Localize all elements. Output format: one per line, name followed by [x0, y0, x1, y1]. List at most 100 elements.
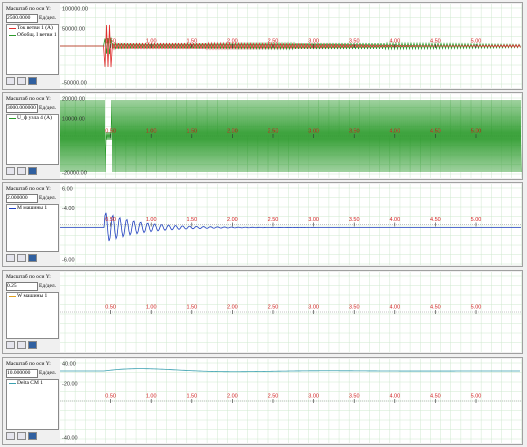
time-label: 3.50 [349, 393, 360, 399]
time-label: 1.00 [146, 128, 157, 134]
graph-panel: Масштаб по оси Y: 3000.000000 Ед/дел. U_ф у… [2, 92, 523, 180]
legend-item[interactable]: Delta CM 1 [7, 380, 58, 387]
time-label: 3.50 [349, 38, 360, 44]
tool-button[interactable] [28, 167, 37, 175]
time-label: 2.50 [268, 217, 279, 223]
legend-item[interactable]: W машины 1 [7, 293, 58, 300]
button-row [6, 341, 39, 350]
time-label: 2.00 [227, 128, 238, 134]
time-label: 3.00 [308, 38, 319, 44]
scale-input[interactable]: 3000.000000 [6, 104, 38, 113]
time-label: 0.50 [105, 217, 116, 223]
y-tick-label: -20000.00 [62, 170, 87, 176]
time-label: 2.50 [268, 304, 279, 310]
legend-item[interactable]: U_ф узла 4 (А) [7, 115, 58, 122]
legend-item[interactable]: M машины 1 [7, 205, 58, 212]
scale-input[interactable]: 10.000000 [6, 369, 38, 378]
time-label: 4.00 [389, 304, 400, 310]
scale-label: Масштаб по оси Y: [6, 96, 51, 102]
scale-input[interactable]: 2.000000 [6, 194, 38, 203]
side-panel: Масштаб по оси Y: 0.25 Ед/дел. W машины 1 [5, 273, 59, 351]
time-label: 2.00 [227, 217, 238, 223]
scale-input[interactable]: 2500.0000 [6, 14, 38, 23]
plot-area: 0.50 1.00 1.50 2.00 2.50 3.00 3.50 4.00 4.50 5.00… [60, 94, 522, 178]
plot-area: 0.50 1.00 1.50 2.00 2.50 3.00 3.50 4.00 4.50 5.00… [60, 184, 522, 265]
tool-button[interactable] [6, 432, 15, 440]
time-label: 1.00 [146, 304, 157, 310]
time-label: 3.50 [349, 217, 360, 223]
time-label: 4.50 [430, 217, 441, 223]
time-label: 1.50 [186, 393, 197, 399]
tool-button[interactable] [28, 432, 37, 440]
time-label: 5.00 [471, 38, 482, 44]
plot-area: 0.50 1.00 1.50 2.00 2.50 3.00 3.50 4.00 4.50 5.00… [60, 4, 522, 88]
side-panel: Масштаб по оси Y: 3000.000000 Ед/дел. U_ф у… [5, 95, 59, 177]
y-tick-label: -4.00 [62, 206, 75, 212]
time-label: 5.00 [471, 217, 482, 223]
tool-button[interactable] [28, 341, 37, 349]
time-label: 1.50 [186, 304, 197, 310]
time-label: 0.50 [105, 393, 116, 399]
time-label: 4.00 [389, 217, 400, 223]
legend-swatch [9, 28, 16, 29]
y-tick-label: 50000.00 [62, 27, 85, 33]
tool-button[interactable] [6, 254, 15, 262]
time-label: 2.50 [268, 38, 279, 44]
legend-box: W машины 1 [6, 292, 59, 339]
legend-item[interactable]: Обобщ. I ветви 1 [7, 32, 58, 39]
y-tick-label: 20000.00 [62, 96, 85, 102]
time-label: 2.00 [227, 38, 238, 44]
time-label: 2.50 [268, 393, 279, 399]
legend-box: Ток ветви 1 (А) Обобщ. I ветви 1 [6, 24, 59, 75]
tool-button[interactable] [17, 432, 26, 440]
scale-input[interactable]: 0.25 [6, 282, 38, 291]
time-label: 4.00 [389, 128, 400, 134]
waveform [60, 99, 522, 173]
waveform [60, 368, 521, 373]
tool-button[interactable] [17, 254, 26, 262]
units-label: Ед/дел. [39, 283, 57, 289]
scale-label: Масштаб по оси Y: [6, 6, 51, 12]
button-row [6, 254, 39, 263]
time-label: 0.50 [105, 38, 116, 44]
time-label: 5.00 [471, 393, 482, 399]
scale-label: Масштаб по оси Y: [6, 274, 51, 280]
y-tick-label: -20.00 [62, 382, 78, 388]
graph-panel: Масштаб по оси Y: 0.25 Ед/дел. W машины 1 0.… [2, 270, 523, 354]
time-label: 1.50 [186, 128, 197, 134]
tool-button[interactable] [28, 77, 37, 85]
plot-area: 0.50 1.00 1.50 2.00 2.50 3.00 3.50 4.00 4.50 5.00… [60, 359, 522, 443]
tool-button[interactable] [6, 77, 15, 85]
legend-item[interactable]: Ток ветви 1 (А) [7, 25, 58, 32]
units-label: Ед/дел. [39, 105, 57, 111]
time-label: 1.00 [146, 393, 157, 399]
tool-button[interactable] [6, 167, 15, 175]
legend-swatch [9, 118, 16, 119]
time-label: 4.00 [389, 393, 400, 399]
tool-button[interactable] [17, 77, 26, 85]
tool-button[interactable] [28, 254, 37, 262]
graph-panel: Масштаб по оси Y: 2.000000 Ед/дел. M машины… [2, 182, 523, 267]
scale-label: Масштаб по оси Y: [6, 186, 51, 192]
waveform [60, 212, 521, 242]
legend-swatch [9, 383, 16, 384]
y-tick-label: -40.00 [62, 435, 78, 441]
side-panel: Масштаб по оси Y: 10.000000 Ед/дел. Delta C… [5, 360, 59, 442]
time-label: 2.50 [268, 128, 279, 134]
graph-panel: Масштаб по оси Y: 2500.0000 Ед/дел. Ток вет… [2, 2, 523, 90]
tool-button[interactable] [17, 341, 26, 349]
time-label: 1.00 [146, 217, 157, 223]
y-tick-label: 100000.00 [62, 6, 88, 12]
tool-button[interactable] [17, 167, 26, 175]
time-label: 3.50 [349, 304, 360, 310]
button-row [6, 167, 39, 176]
y-tick-label: -50000.00 [62, 80, 87, 86]
time-label: 0.50 [105, 128, 116, 134]
tool-button[interactable] [6, 341, 15, 349]
units-label: Ед/дел. [39, 15, 57, 21]
legend-box: U_ф узла 4 (А) [6, 114, 59, 165]
time-label: 1.00 [146, 38, 157, 44]
time-label: 2.00 [227, 393, 238, 399]
time-label: 4.50 [430, 128, 441, 134]
